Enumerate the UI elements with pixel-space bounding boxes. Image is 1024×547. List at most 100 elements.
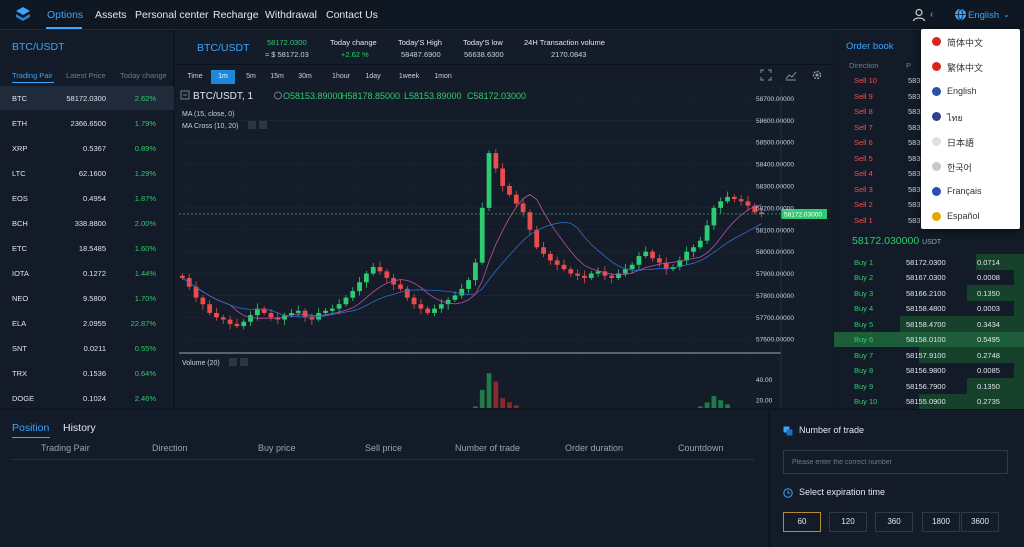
nav-assets[interactable]: Assets <box>95 9 127 21</box>
nav-recharge[interactable]: Recharge <box>213 9 259 21</box>
timeframe-1day[interactable]: 1day <box>365 73 381 80</box>
timeframe-15m[interactable]: 15m <box>270 73 284 80</box>
language-option[interactable]: English <box>921 79 1020 104</box>
buy-order-price: 58158.4700 <box>906 319 946 329</box>
market-row[interactable]: ETH 2366.6500 1.79% <box>0 111 174 135</box>
nav-options[interactable]: Options <box>47 9 84 21</box>
buy-order-row[interactable]: Buy 8 58156.9800 0.0085 <box>834 362 1024 378</box>
buy-order-label: Buy 9 <box>854 381 874 391</box>
language-option[interactable]: 한국어 <box>921 154 1020 179</box>
language-option-label: 日本語 <box>947 138 975 148</box>
nav-contact-us[interactable]: Contact Us <box>326 9 378 21</box>
buy-depth-bar <box>1014 269 1024 285</box>
ticker-volume-value: 2170.0843 <box>551 50 587 59</box>
market-row[interactable]: NEO 9.5800 1.70% <box>0 286 174 310</box>
language-option[interactable]: ไทย <box>921 104 1020 129</box>
timeframe-5m[interactable]: 5m <box>246 73 256 80</box>
market-row[interactable]: SNT 0.0211 0.55% <box>0 336 174 360</box>
sell-order-row[interactable]: Sell 2 583 <box>834 197 1024 212</box>
header-today-change[interactable]: Today change <box>120 71 167 80</box>
number-of-trade-input[interactable] <box>783 450 1008 474</box>
market-row[interactable]: EOS 0.4954 1.87% <box>0 186 174 210</box>
buy-order-row[interactable]: Buy 2 58167.0300 0.0008 <box>834 269 1024 285</box>
tab-position[interactable]: Position <box>12 422 50 434</box>
market-list-panel: BTC/USDT Trading Pair Latest Price Today… <box>0 31 174 408</box>
timeframe-1m[interactable]: 1m <box>211 70 235 84</box>
language-option[interactable]: Français <box>921 179 1020 204</box>
expiry-option-3600[interactable]: 3600 <box>961 512 999 532</box>
market-row[interactable]: LTC 62.1600 1.29% <box>0 161 174 185</box>
chart-panel: BTC/USDT 58172.0300 ≈ $ 58172.03 Today c… <box>175 31 833 408</box>
buy-order-row[interactable]: Buy 3 58166.2100 0.1350 <box>834 285 1024 301</box>
sell-order-row[interactable]: Sell 7 583 <box>834 120 1024 135</box>
market-change: 2.62% <box>134 94 156 103</box>
expiry-option-120[interactable]: 120 <box>829 512 867 532</box>
timeframe-30m[interactable]: 30m <box>298 73 312 80</box>
market-row[interactable]: ELA 2.0955 22.87% <box>0 311 174 335</box>
market-symbol: EOS <box>12 194 28 203</box>
globe-icon[interactable] <box>954 8 967 21</box>
timeframe-1mon[interactable]: 1mon <box>434 73 452 80</box>
candle-body <box>745 201 751 206</box>
language-option[interactable]: 简体中文 <box>921 29 1020 54</box>
expiry-option-60[interactable]: 60 <box>783 512 821 532</box>
timeframe-1week[interactable]: 1week <box>398 73 420 80</box>
candle-body <box>200 297 206 305</box>
candle-body <box>752 205 758 213</box>
sell-order-row[interactable]: Sell 5 583 <box>834 151 1024 166</box>
market-row[interactable]: TRX 0.1536 0.64% <box>0 361 174 385</box>
indicator-icon[interactable] <box>785 69 797 81</box>
market-row[interactable]: BTC 58172.0300 2.62% <box>0 86 174 110</box>
header-latest-price[interactable]: Latest Price <box>66 71 106 80</box>
language-option[interactable]: 繁体中文 <box>921 54 1020 79</box>
buy-order-row[interactable]: Buy 4 58158.4800 0.0003 <box>834 300 1024 316</box>
language-selector[interactable]: English <box>968 10 1000 21</box>
market-row[interactable]: XRP 0.5367 0.89% <box>0 136 174 160</box>
user-icon[interactable] <box>912 8 926 22</box>
market-row[interactable]: IOTA 0.1272 1.44% <box>0 261 174 285</box>
col-buy-price: Buy price <box>258 443 296 453</box>
sell-order-row[interactable]: Sell 1 583 <box>834 213 1024 228</box>
logo-icon[interactable] <box>14 6 32 24</box>
price-tick-label: 57800.00000 <box>756 293 794 300</box>
candle-body <box>568 269 574 274</box>
sell-order-row[interactable]: Sell 3 583 <box>834 182 1024 197</box>
timeframe-1hour[interactable]: 1hour <box>332 73 350 80</box>
language-option[interactable]: Español <box>921 204 1020 229</box>
sell-order-row[interactable]: Sell 10 583 <box>834 73 1024 88</box>
candlestick-chart[interactable]: 58172.03000 58700.00000 58600.00000 58500.… <box>175 86 833 408</box>
sell-order-row[interactable]: Sell 4 583 <box>834 166 1024 181</box>
market-price: 58172.0300 <box>66 94 106 103</box>
gear-icon[interactable] <box>811 69 823 81</box>
market-row[interactable]: DOGE 0.1024 2.46% <box>0 386 174 410</box>
chevron-down-icon[interactable]: ⌄ <box>1003 10 1010 19</box>
header-trading-pair[interactable]: Trading Pair <box>12 71 53 80</box>
nav-withdrawal[interactable]: Withdrawal <box>265 9 317 21</box>
buy-order-row[interactable]: Buy 5 58158.4700 0.3434 <box>834 316 1024 332</box>
language-option-label: Español <box>947 211 980 221</box>
buy-order-row[interactable]: Buy 1 58172.0300 0.0714 <box>834 254 1024 270</box>
language-option[interactable]: 日本語 <box>921 129 1020 154</box>
market-row[interactable]: BCH 338.8800 2.00% <box>0 211 174 235</box>
expiry-option-1800[interactable]: 1800 <box>922 512 960 532</box>
buy-order-row[interactable]: Buy 7 58157.9100 0.2748 <box>834 347 1024 363</box>
timeframe-time[interactable]: Time <box>187 73 203 80</box>
market-row[interactable]: ETC 18.5485 1.60% <box>0 236 174 260</box>
nav-personal-center[interactable]: Personal center <box>135 9 209 21</box>
fullscreen-icon[interactable] <box>760 69 772 81</box>
tab-history[interactable]: History <box>63 422 96 434</box>
candle-body <box>207 304 213 313</box>
buy-order-row[interactable]: Buy 9 58156.7900 0.1350 <box>834 378 1024 394</box>
buy-order-row[interactable]: Buy 6 58158.0100 0.5495 <box>834 331 1024 347</box>
candle-body <box>316 312 322 320</box>
buy-order-label: Buy 1 <box>854 257 874 267</box>
sell-order-row[interactable]: Sell 8 583 <box>834 104 1024 119</box>
buy-order-label: Buy 6 <box>854 335 874 344</box>
candle-body <box>180 275 185 278</box>
sell-order-row[interactable]: Sell 6 583 <box>834 135 1024 150</box>
chevron-left-icon[interactable]: ‹ <box>930 9 934 20</box>
expiry-option-360[interactable]: 360 <box>875 512 913 532</box>
sell-order-label: Sell 7 <box>854 122 873 132</box>
sell-order-row[interactable]: Sell 9 583 <box>834 89 1024 104</box>
buy-order-row[interactable]: Buy 10 58155.0900 0.2735 <box>834 393 1024 409</box>
